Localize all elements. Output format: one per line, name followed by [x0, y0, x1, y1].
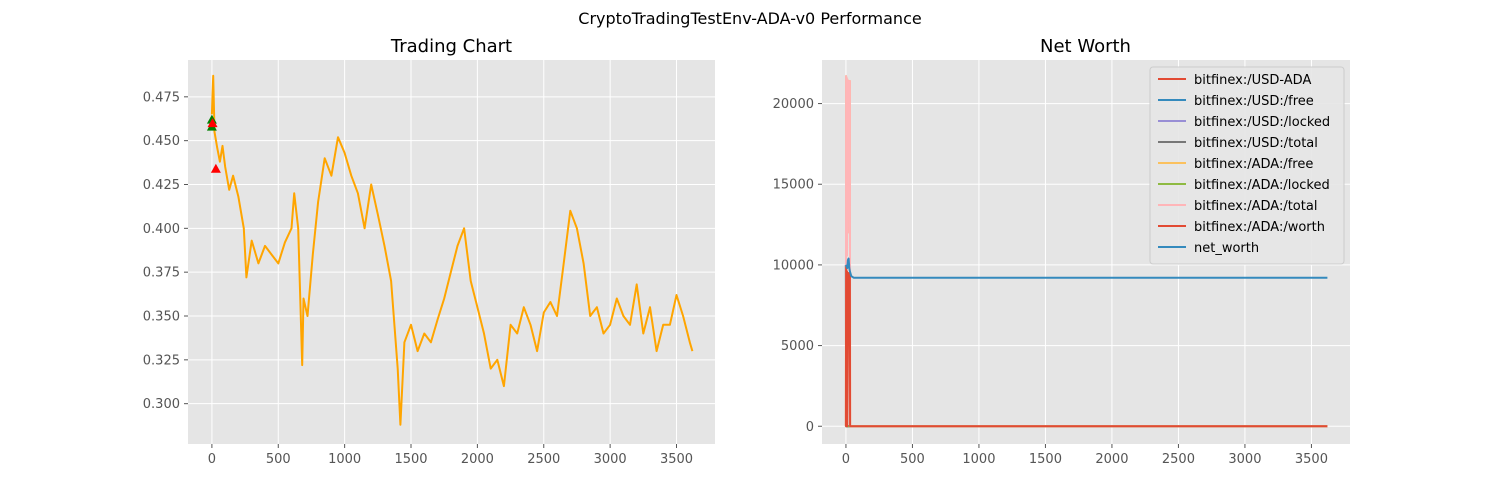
- trading-chart-sell-marker: [210, 163, 221, 173]
- trading-chart-y-tick-label: 0.475: [143, 90, 180, 105]
- trading-chart-x-tick-label: 2000: [461, 452, 494, 467]
- net-worth-axes: Net Worth 0 500 1000 1500 2000 2500 3000 3500 0 5…: [773, 36, 1350, 467]
- net-worth-series-group: [844, 75, 1328, 428]
- net-worth-legend-label: bitfinex:/USD:/free: [1194, 94, 1314, 109]
- net-worth-y-tick-label: 5000: [781, 339, 814, 354]
- trading-chart-buy-marker: [206, 114, 217, 124]
- net-worth-series-line-6: [844, 75, 1328, 428]
- net-worth-x-tick-label: 500: [900, 452, 925, 467]
- trading-chart-x-tick-label: 1000: [328, 452, 361, 467]
- net-worth-title: Net Worth: [1040, 36, 1131, 57]
- trading-chart-x-tick-label: 1500: [394, 452, 427, 467]
- trading-chart-y-tick-label: 0.400: [143, 222, 180, 237]
- trading-chart-y-tick-label: 0.350: [143, 310, 180, 325]
- net-worth-legend-label: bitfinex:/USD-ADA: [1194, 73, 1311, 88]
- net-worth-y-tick-label: 20000: [773, 97, 814, 112]
- trading-chart-title: Trading Chart: [390, 36, 512, 57]
- net-worth-legend-label: bitfinex:/ADA:/worth: [1194, 220, 1325, 235]
- net-worth-legend-label: bitfinex:/ADA:/total: [1194, 199, 1317, 214]
- trading-chart-plot-area: [188, 60, 715, 444]
- net-worth-x-tick-label: 2000: [1095, 452, 1128, 467]
- net-worth-x-tick-label: 3500: [1295, 452, 1328, 467]
- trading-chart-series-group: [210, 74, 694, 426]
- trading-chart-y-tick-label: 0.325: [143, 353, 180, 368]
- trading-chart-y-tick-label: 0.425: [143, 178, 180, 193]
- net-worth-legend-box: [1149, 66, 1345, 265]
- net-worth-legend: bitfinex:/USD-ADA bitfinex:/USD:/free bitf…: [1149, 66, 1345, 265]
- net-worth-series-line-8: [844, 257, 1328, 279]
- trading-chart-y-tick-label: 0.450: [143, 134, 180, 149]
- trading-chart-x-tick-label: 0: [208, 452, 216, 467]
- net-worth-y-tick-label: 15000: [773, 178, 814, 193]
- figure-suptitle: CryptoTradingTestEnv-ADA-v0 Performance: [578, 9, 921, 28]
- trading-chart-y-tick-label: 0.300: [143, 397, 180, 412]
- net-worth-legend-label: bitfinex:/ADA:/free: [1194, 157, 1313, 172]
- net-worth-x-tick-label: 0: [842, 452, 850, 467]
- trading-chart-x-tick-label: 3500: [660, 452, 693, 467]
- trading-chart-sell-marker: [207, 118, 218, 128]
- net-worth-y-tick-label: 10000: [773, 258, 814, 273]
- net-worth-x-tick-label: 1000: [962, 452, 995, 467]
- net-worth-x-tick-label: 3000: [1228, 452, 1261, 467]
- trading-chart-x-tick-label: 2500: [527, 452, 560, 467]
- net-worth-legend-label: bitfinex:/USD:/total: [1194, 136, 1318, 151]
- trading-chart-axes: Trading Chart 0 500 1000 1500 2000 2500 3000 35…: [143, 36, 715, 467]
- net-worth-series-line-7: [844, 265, 1328, 428]
- trading-chart-x-tick-label: 3000: [594, 452, 627, 467]
- net-worth-x-tick-label: 1500: [1029, 452, 1062, 467]
- trading-chart-y-tick-label: 0.375: [143, 266, 180, 281]
- net-worth-x-tick-label: 2500: [1162, 452, 1195, 467]
- net-worth-legend-label: bitfinex:/ADA:/locked: [1194, 178, 1330, 193]
- net-worth-legend-label: net_worth: [1194, 241, 1259, 256]
- trading-chart-series-line-0: [210, 74, 694, 426]
- net-worth-legend-label: bitfinex:/USD:/locked: [1194, 115, 1330, 130]
- trading-chart-x-tick-label: 500: [266, 452, 291, 467]
- net-worth-y-tick-label: 0: [806, 420, 814, 435]
